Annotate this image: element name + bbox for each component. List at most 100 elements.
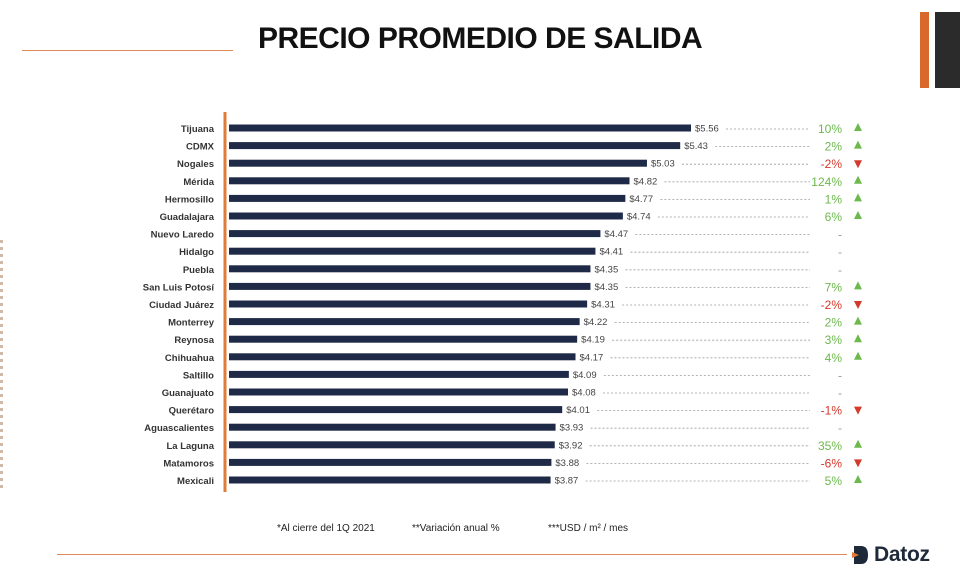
category-label: Aguascalientes [144, 423, 214, 434]
left-edge-decoration [0, 240, 3, 490]
title-rule-left [22, 50, 233, 51]
footnote-variation: **Variación anual % [412, 523, 500, 534]
variation-label: 2% [825, 316, 843, 330]
value-label: $4.74 [627, 212, 651, 223]
category-label: Matamoros [163, 458, 214, 469]
trend-up-icon [854, 439, 862, 448]
value-label: $3.92 [559, 440, 583, 451]
category-label: Tijuana [181, 124, 215, 135]
trend-up-icon [854, 123, 862, 131]
trend-down-icon [854, 160, 862, 169]
bar [229, 388, 569, 396]
variation-label: -6% [821, 456, 843, 470]
trend-up-icon [854, 211, 862, 219]
bar [229, 335, 578, 343]
category-label: Mérida [183, 177, 214, 188]
bar [229, 265, 591, 273]
footer-rule [57, 554, 847, 555]
bar [229, 370, 569, 378]
trend-up-icon [854, 281, 862, 290]
trend-up-icon [854, 351, 862, 360]
category-label: Nuevo Laredo [151, 230, 215, 241]
category-label: CDMX [186, 142, 215, 153]
bar [229, 212, 623, 220]
trend-up-icon [854, 193, 862, 202]
variation-label: 124% [811, 175, 842, 189]
value-label: $4.17 [580, 352, 604, 363]
page-title: PRECIO PROMEDIO DE SALIDA [258, 22, 703, 55]
bar [229, 247, 596, 255]
value-label: $5.43 [684, 141, 708, 152]
bar [229, 230, 601, 238]
bar [229, 194, 626, 202]
trend-up-icon [854, 140, 862, 149]
bar [229, 441, 555, 449]
value-label: $4.08 [572, 388, 596, 399]
value-label: $4.47 [604, 229, 628, 240]
corner-accent-orange [920, 12, 929, 88]
variation-label: 7% [825, 280, 843, 294]
datoz-logo: Datoz [852, 543, 930, 567]
category-label: Puebla [183, 265, 215, 276]
bar [229, 124, 691, 132]
variation-label: -2% [821, 298, 843, 312]
variation-label: -1% [821, 404, 843, 418]
value-label: $4.35 [594, 282, 618, 293]
value-label: $3.93 [560, 423, 584, 434]
bar [229, 300, 588, 308]
category-label: Chihuahua [165, 353, 215, 364]
bar [229, 177, 630, 185]
bar [229, 476, 551, 484]
bar [229, 159, 647, 167]
corner-accent-dark [935, 12, 960, 88]
bar [229, 318, 580, 326]
bar [229, 282, 591, 290]
category-label: Querétaro [169, 406, 215, 417]
footnote-units: ***USD / m² / mes [548, 523, 629, 534]
value-label: $4.35 [594, 264, 618, 275]
trend-up-icon [854, 334, 862, 343]
category-label: Reynosa [174, 335, 214, 346]
variation-label: - [838, 263, 842, 277]
trend-down-icon [854, 406, 862, 415]
value-label: $4.31 [591, 300, 615, 311]
category-label: Mexicali [177, 476, 214, 487]
variation-label: 3% [825, 333, 843, 347]
value-label: $4.82 [634, 176, 658, 187]
category-label: Nogales [177, 159, 214, 170]
category-label: Guadalajara [160, 212, 215, 223]
bar [229, 142, 681, 150]
trend-up-icon [854, 475, 862, 483]
variation-label: 1% [825, 192, 843, 206]
bar [229, 423, 556, 431]
variation-label: 2% [825, 140, 843, 154]
variation-label: - [838, 368, 842, 382]
trend-down-icon [854, 301, 862, 309]
variation-label: 4% [825, 351, 843, 365]
footnote-period: *Al cierre del 1Q 2021 [277, 523, 375, 534]
category-label: Guanajuato [162, 388, 214, 399]
category-label: Hermosillo [165, 194, 214, 205]
bar [229, 458, 552, 466]
datoz-logo-icon [852, 546, 868, 564]
variation-label: - [838, 386, 842, 400]
category-label: Hidalgo [179, 247, 214, 258]
value-label: $4.41 [599, 247, 623, 258]
trend-up-icon [854, 175, 862, 184]
category-label: Saltillo [183, 370, 214, 381]
datoz-logo-text: Datoz [874, 543, 930, 566]
variation-label: 35% [818, 439, 842, 453]
value-label: $4.01 [566, 405, 590, 416]
value-label: $4.77 [629, 194, 653, 205]
category-label: Ciudad Juárez [149, 300, 214, 311]
value-label: $3.88 [555, 458, 579, 469]
variation-label: 10% [818, 122, 842, 136]
variation-label: 5% [825, 474, 843, 488]
value-label: $3.87 [555, 476, 579, 487]
variation-label: - [838, 245, 842, 259]
bar [229, 353, 576, 361]
bar [229, 406, 563, 414]
trend-up-icon [854, 316, 862, 325]
trend-down-icon [854, 459, 862, 468]
